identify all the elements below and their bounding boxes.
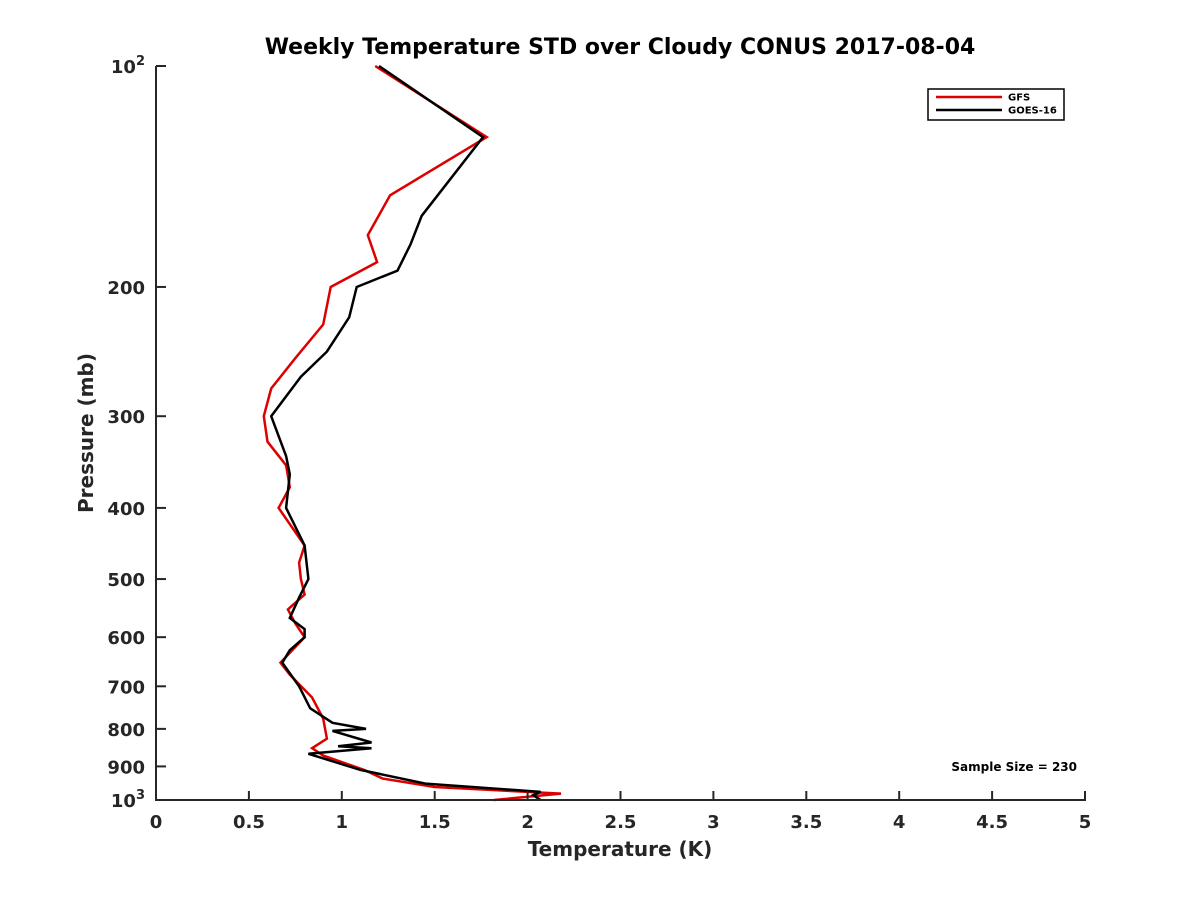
y-tick-label: 300 xyxy=(107,407,145,428)
y-tick-label-exponent: 3 xyxy=(136,788,145,803)
x-tick-label: 3.5 xyxy=(790,812,822,833)
x-tick-label: 1 xyxy=(336,812,349,833)
y-tick-label: 500 xyxy=(107,570,145,591)
series-line-gfs xyxy=(262,64,562,802)
x-tick-label: 3 xyxy=(707,812,720,833)
x-tick-label: 1.5 xyxy=(419,812,451,833)
x-tick-label: 4.5 xyxy=(976,812,1008,833)
x-axis-title: Temperature (K) xyxy=(528,837,713,861)
legend-label-gfs: GFS xyxy=(1008,93,1030,104)
x-ticks: 0 0.5 1 1.5 2 2.5 3 3.5 4 4.5 5 xyxy=(150,791,1092,833)
legend-label-goes16: GOES-16 xyxy=(1008,106,1057,117)
y-tick-label-base: 10 xyxy=(111,791,136,812)
y-tick-label: 102 xyxy=(111,54,145,78)
chart-title: Weekly Temperature STD over Cloudy CONUS… xyxy=(265,35,976,60)
x-tick-label: 5 xyxy=(1079,812,1092,833)
y-tick-label: 800 xyxy=(107,720,145,741)
legend-box xyxy=(927,88,1065,121)
x-tick-label: 0.5 xyxy=(233,812,265,833)
x-tick-label: 2 xyxy=(521,812,534,833)
y-tick-label-exponent: 2 xyxy=(136,54,145,69)
y-tick-label: 103 xyxy=(111,788,145,812)
series-line-goes16 xyxy=(269,64,542,802)
y-axis-title: Pressure (mb) xyxy=(74,353,98,513)
y-tick-label: 400 xyxy=(107,499,145,520)
y-tick-label: 700 xyxy=(107,677,145,698)
y-tick-label: 900 xyxy=(107,757,145,778)
series-layer xyxy=(262,64,562,802)
x-tick-label: 2.5 xyxy=(605,812,637,833)
legend: GFS GOES-16 xyxy=(927,88,1065,121)
sample-size-annotation: Sample Size = 230 xyxy=(951,760,1077,774)
x-tick-label: 0 xyxy=(150,812,163,833)
y-tick-label: 600 xyxy=(107,628,145,649)
x-tick-label: 4 xyxy=(893,812,906,833)
axes xyxy=(155,66,1086,801)
y-tick-label-base: 10 xyxy=(111,57,136,78)
y-tick-label: 200 xyxy=(107,278,145,299)
